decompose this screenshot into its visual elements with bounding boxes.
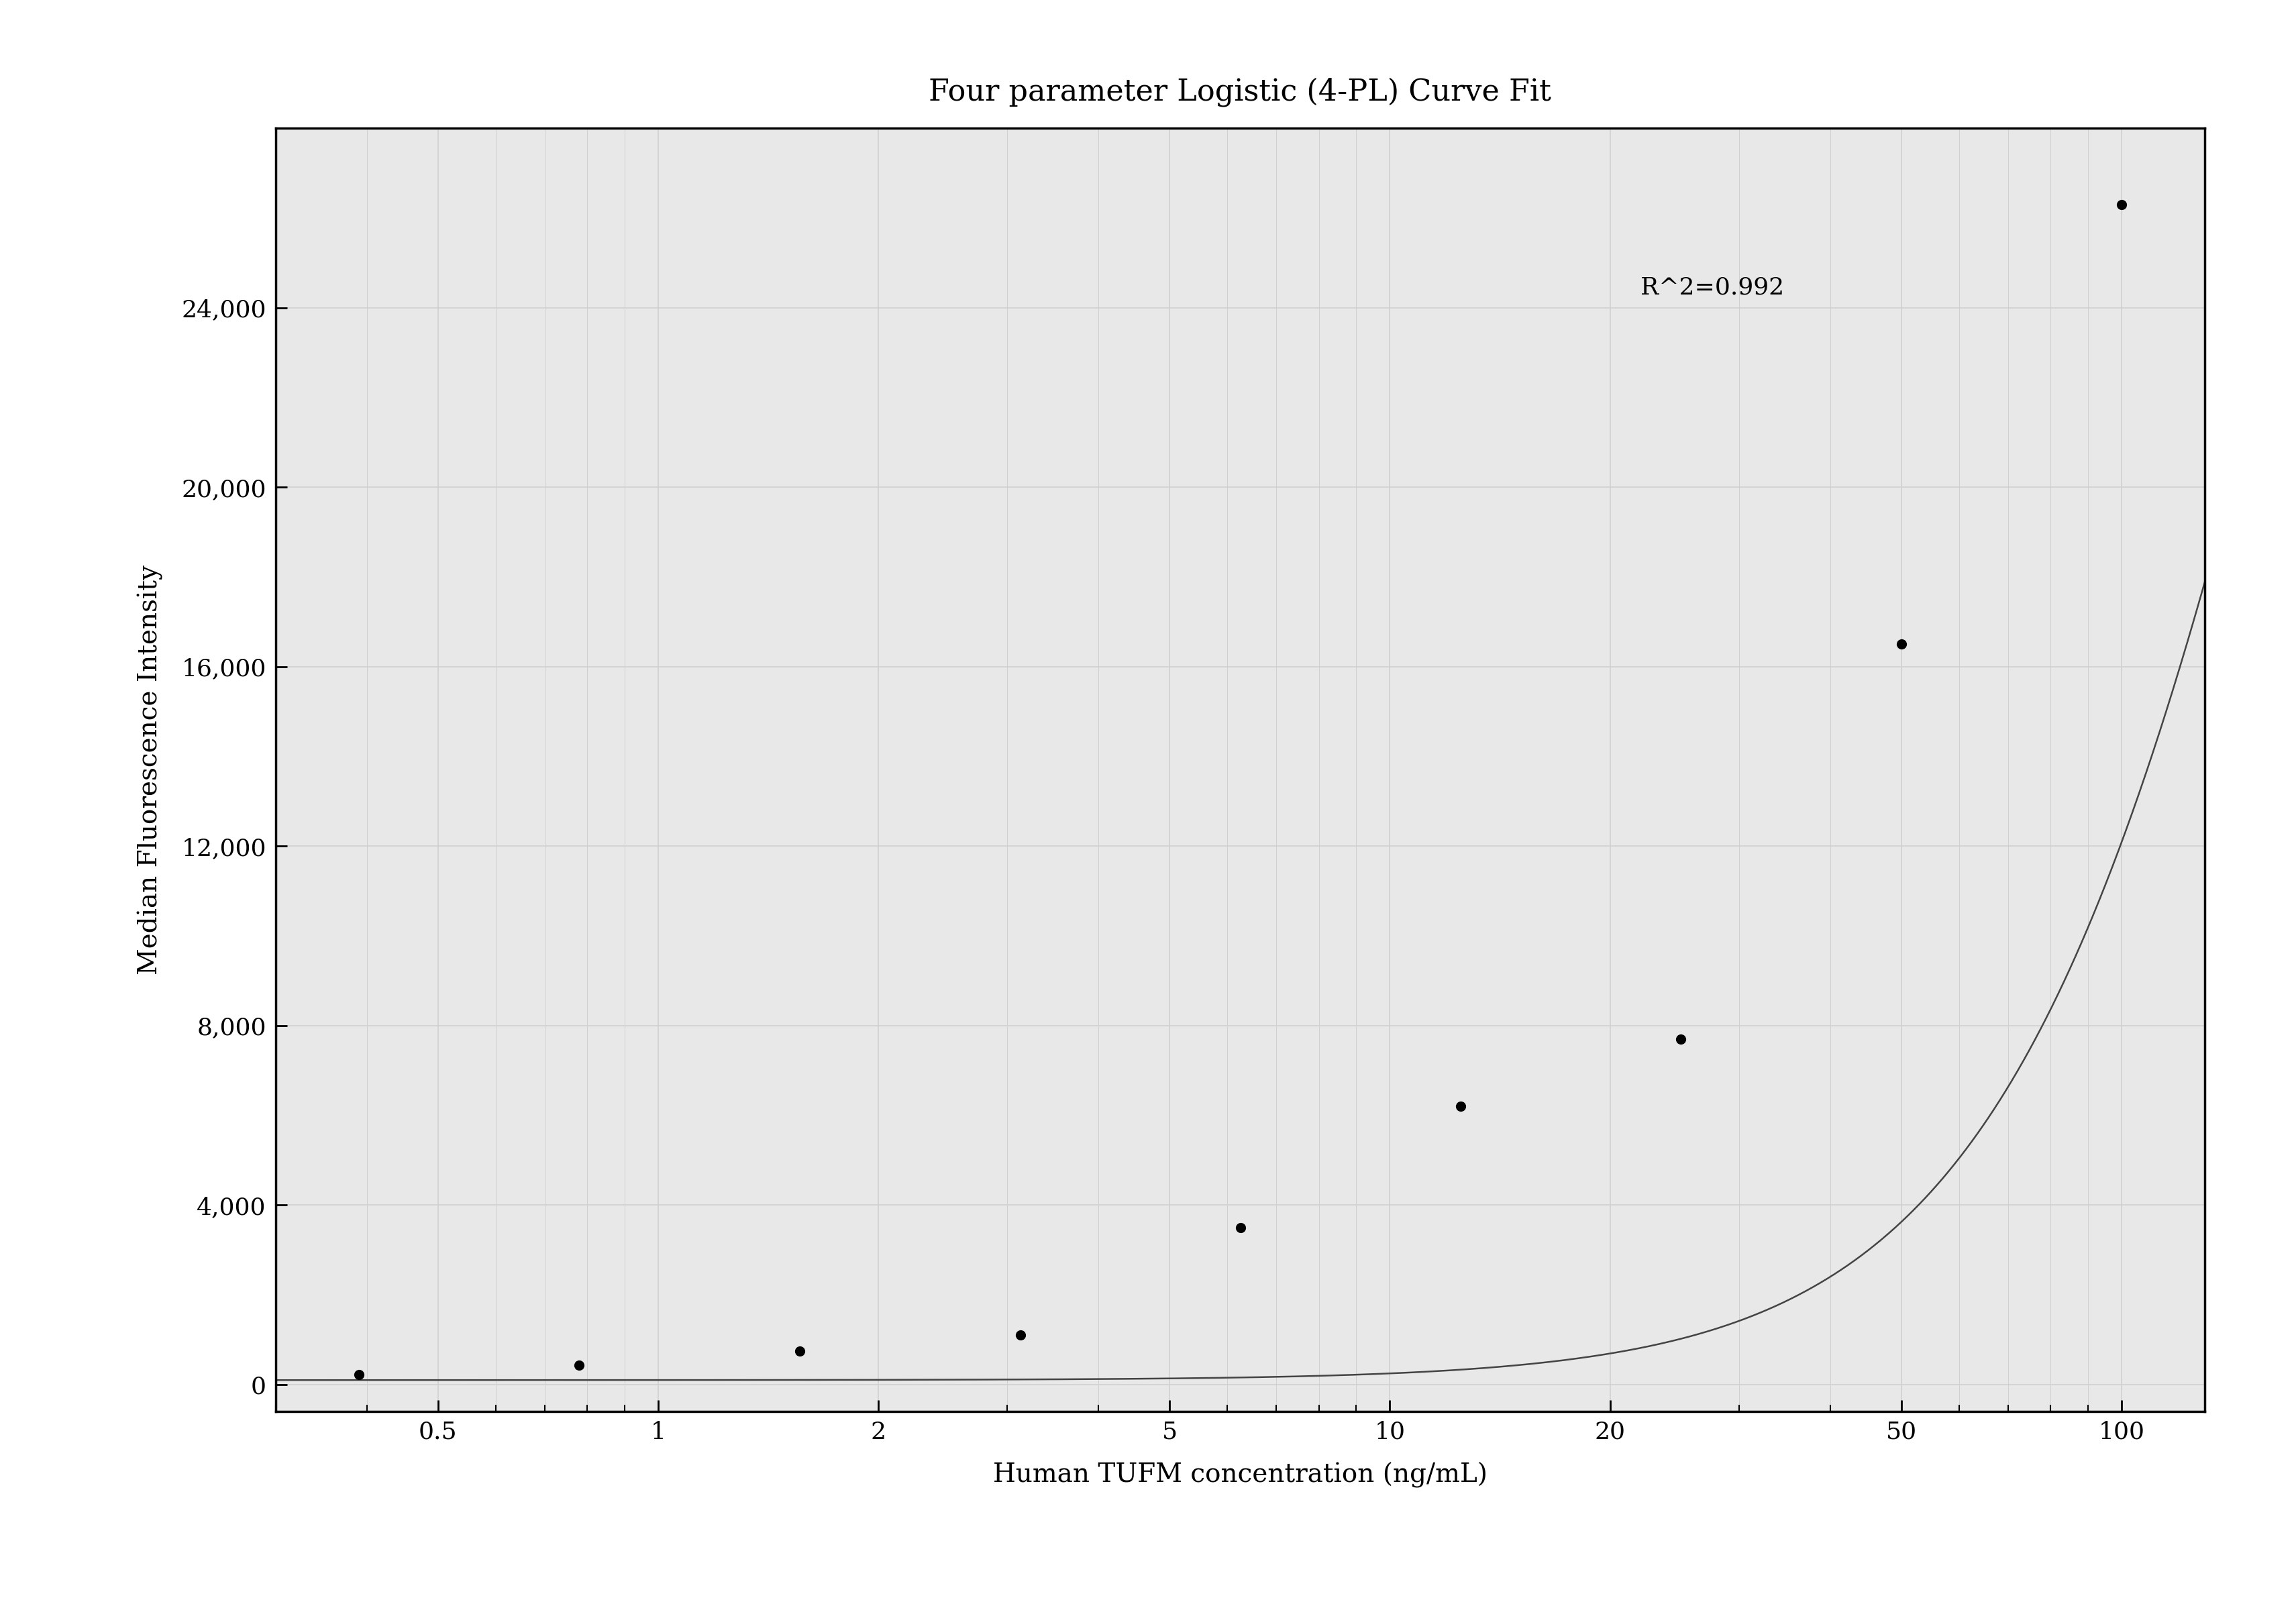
Point (781, 1338, 817, 1363)
Point (2103, 192, 2140, 218)
Point (560, 1352, 597, 1378)
Point (340, 1362, 377, 1387)
Point (1883, 632, 1919, 658)
Title: Four parameter Logistic (4-PL) Curve Fit: Four parameter Logistic (4-PL) Curve Fit (928, 77, 1552, 107)
Y-axis label: Median Fluorescence Intensity: Median Fluorescence Intensity (138, 565, 163, 975)
Point (1221, 1214, 1258, 1240)
Text: R^2=0.992: R^2=0.992 (1639, 276, 1784, 298)
Point (1442, 1094, 1479, 1120)
X-axis label: Human TUFM concentration (ng/mL): Human TUFM concentration (ng/mL) (992, 1463, 1488, 1489)
Point (1662, 1027, 1699, 1052)
Point (1001, 1322, 1038, 1347)
